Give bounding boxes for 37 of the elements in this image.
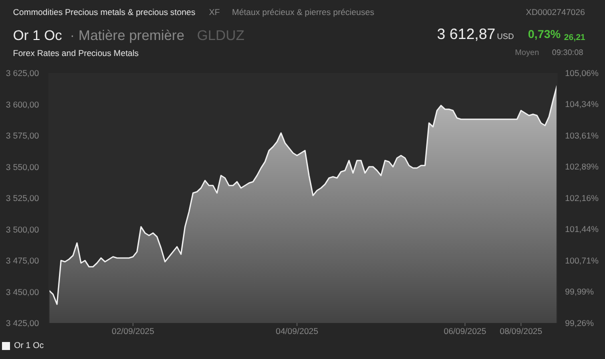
- y2-tick-label: 105,06%: [565, 68, 599, 78]
- y2-tick-label: 102,16%: [565, 193, 599, 204]
- text: · Matière première: [70, 27, 184, 43]
- y2-tick-label: 101,44%: [565, 224, 599, 234]
- y-tick-label: 3 425,00: [6, 318, 40, 328]
- y-tick-label: 3 550,00: [6, 162, 40, 172]
- y-tick-label: 3 600,00: [6, 99, 40, 110]
- y2-tick-label: 102,89%: [565, 162, 599, 172]
- y-tick-label: 3 525,00: [6, 193, 40, 203]
- y-tick-label: 3 625,00: [6, 68, 40, 78]
- chart-subtitle: Forex Rates and Precious Metals: [13, 48, 139, 58]
- text: Métaux précieux & pierres précieuses: [232, 7, 374, 17]
- y2-tick-label: 104,34%: [565, 99, 599, 110]
- chart-title: Commodities Precious metals & precious stones: [13, 7, 196, 17]
- text: XF: [209, 7, 220, 17]
- x-tick-label: 08/09/2025: [500, 326, 543, 336]
- text: Or 1 Oc: [13, 27, 62, 43]
- y2-tick-label: 99,26%: [565, 318, 594, 328]
- text: XD0002747026: [526, 7, 585, 17]
- text: 0,73%: [528, 29, 561, 41]
- legend-label: Or 1 Oc: [14, 340, 44, 350]
- text: 26,21: [564, 32, 586, 42]
- y2-tick-label: 100,71%: [565, 256, 599, 266]
- text: USD: [497, 32, 514, 41]
- x-tick-label: 02/09/2025: [112, 326, 155, 336]
- x-tick-label: 06/09/2025: [444, 326, 487, 336]
- y-tick-label: 3 450,00: [6, 286, 40, 297]
- text: 09:30:08: [552, 48, 584, 57]
- text: 3 612,87: [437, 26, 496, 43]
- x-tick-label: 04/09/2025: [276, 326, 319, 336]
- y2-tick-label: 99,99%: [565, 286, 594, 297]
- y-tick-label: 3 575,00: [6, 130, 40, 140]
- text: GLDUZ: [197, 27, 244, 43]
- y-tick-label: 3 500,00: [6, 224, 40, 234]
- text: Moyen: [515, 48, 540, 57]
- y2-tick-label: 103,61%: [565, 130, 599, 141]
- y-tick-label: 3 475,00: [6, 256, 40, 266]
